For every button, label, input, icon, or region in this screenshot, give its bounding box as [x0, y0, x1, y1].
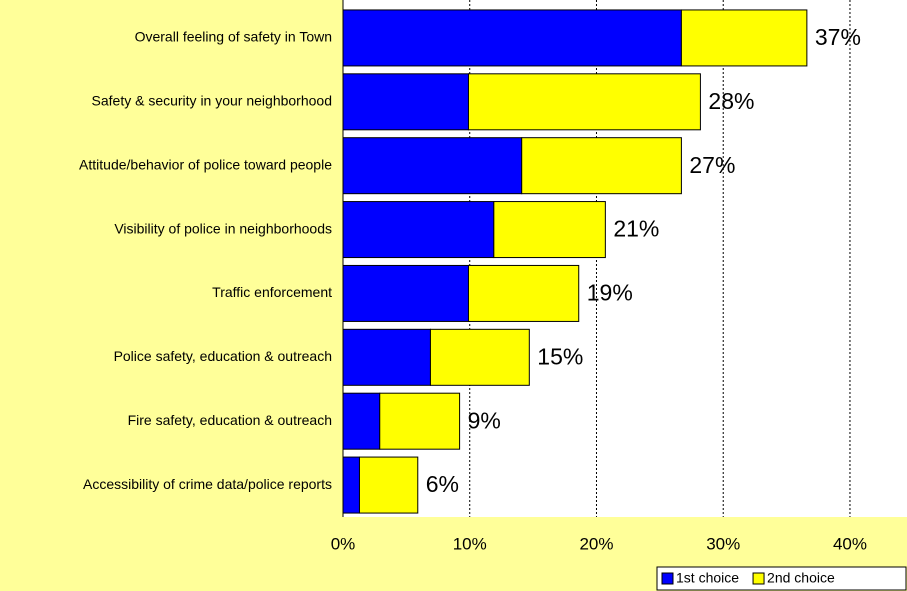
data-label: 37% — [815, 24, 861, 50]
bar-segment — [342, 73, 469, 131]
data-label: 27% — [689, 152, 735, 178]
category-label: Fire safety, education & outreach — [128, 412, 332, 428]
data-label: 9% — [468, 407, 501, 433]
bar-segment — [680, 9, 808, 67]
bar-segment — [342, 201, 495, 259]
bar-segment — [342, 264, 469, 322]
bar-segment — [342, 137, 523, 195]
x-tick-label: 0% — [331, 534, 356, 553]
data-label: 15% — [537, 343, 583, 369]
category-label: Traffic enforcement — [212, 284, 332, 300]
data-label: 28% — [708, 88, 754, 114]
category-label: Police safety, education & outreach — [114, 348, 332, 364]
legend-box — [656, 566, 907, 591]
bar-segment — [342, 9, 682, 67]
category-label: Safety & security in your neighborhood — [92, 93, 332, 109]
bar-segment — [379, 392, 461, 450]
bar-segment — [429, 328, 530, 386]
data-label: 21% — [613, 216, 659, 242]
x-tick-label: 20% — [579, 534, 613, 553]
bar-segment — [342, 392, 381, 450]
bar-segment — [521, 137, 682, 195]
category-label: Overall feeling of safety in Town — [135, 29, 332, 45]
category-label: Attitude/behavior of police toward peopl… — [79, 156, 332, 172]
bar-segment — [358, 456, 419, 514]
legend-swatch — [661, 572, 674, 585]
category-label: Visibility of police in neighborhoods — [114, 220, 332, 236]
category-label: Accessibility of crime data/police repor… — [83, 476, 332, 492]
legend-label: 2nd choice — [767, 570, 835, 586]
data-label: 6% — [426, 471, 459, 497]
legend-swatch — [752, 572, 765, 585]
bar-segment — [342, 328, 431, 386]
x-tick-label: 10% — [453, 534, 487, 553]
bar-segment — [467, 73, 701, 131]
bar-segment — [493, 201, 606, 259]
bar-segment — [342, 456, 360, 514]
x-tick-label: 40% — [833, 534, 867, 553]
x-tick-label: 30% — [706, 534, 740, 553]
data-label: 19% — [587, 280, 633, 306]
legend-label: 1st choice — [676, 570, 739, 586]
bar-segment — [467, 264, 580, 322]
